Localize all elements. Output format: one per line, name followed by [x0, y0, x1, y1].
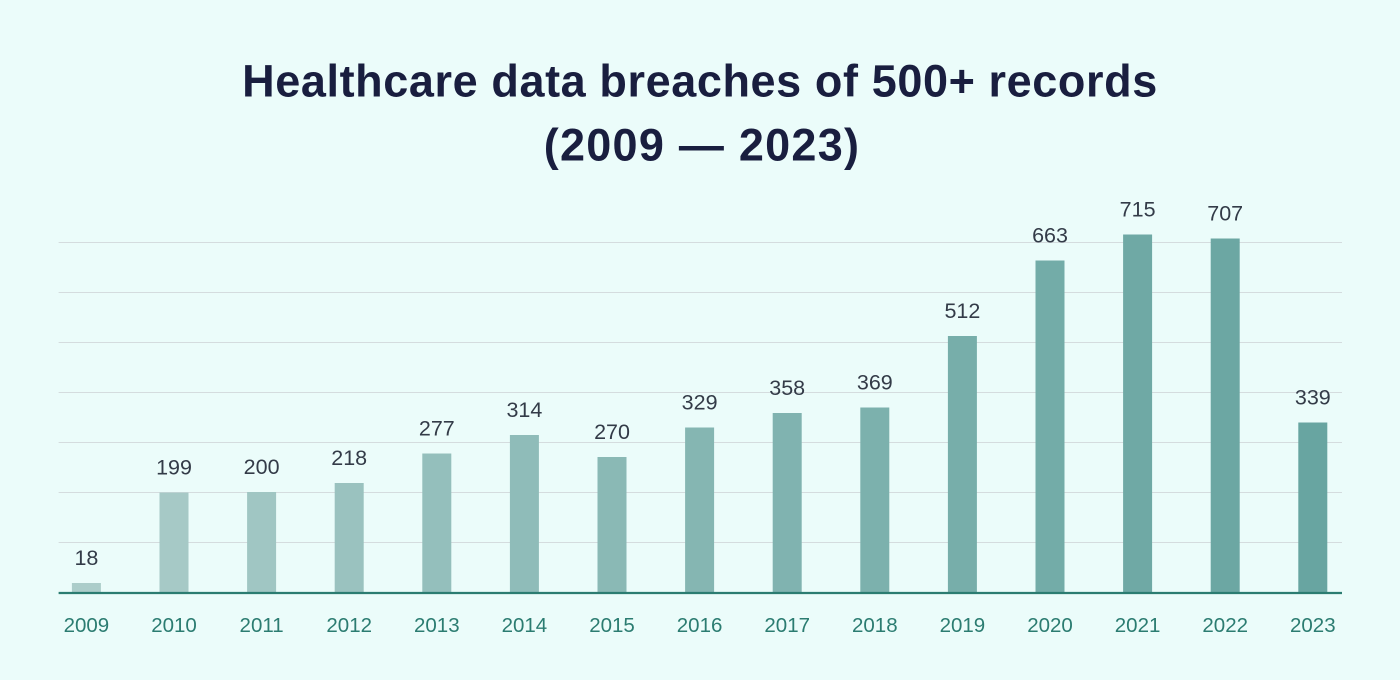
svg-text:2013: 2013 — [414, 614, 460, 637]
svg-text:(2009 — 2023): (2009 — 2023) — [544, 120, 860, 171]
svg-text:2012: 2012 — [326, 614, 372, 637]
svg-text:2009: 2009 — [64, 614, 110, 637]
svg-text:707: 707 — [1207, 202, 1243, 226]
svg-text:329: 329 — [682, 391, 718, 415]
svg-text:2010: 2010 — [151, 614, 197, 637]
svg-text:2021: 2021 — [1115, 614, 1161, 637]
svg-text:369: 369 — [857, 371, 893, 395]
svg-text:2019: 2019 — [940, 614, 986, 637]
svg-text:2014: 2014 — [502, 614, 548, 637]
svg-text:715: 715 — [1120, 198, 1156, 222]
svg-text:277: 277 — [419, 417, 455, 441]
svg-text:2020: 2020 — [1027, 614, 1073, 637]
svg-text:18: 18 — [74, 546, 98, 570]
svg-text:270: 270 — [594, 420, 630, 444]
svg-text:2015: 2015 — [589, 614, 635, 637]
svg-text:199: 199 — [156, 456, 192, 480]
svg-text:2017: 2017 — [764, 614, 810, 637]
svg-text:Healthcare data breaches of 50: Healthcare data breaches of 500+ records — [242, 56, 1158, 107]
svg-text:2023: 2023 — [1290, 614, 1336, 637]
svg-text:358: 358 — [769, 376, 805, 400]
svg-text:512: 512 — [944, 299, 980, 323]
svg-text:218: 218 — [331, 446, 367, 470]
svg-text:200: 200 — [244, 455, 280, 479]
svg-text:2011: 2011 — [240, 614, 284, 637]
svg-text:2022: 2022 — [1202, 614, 1248, 637]
svg-text:2018: 2018 — [852, 614, 898, 637]
svg-text:2016: 2016 — [677, 614, 723, 637]
svg-text:339: 339 — [1295, 386, 1331, 410]
svg-text:314: 314 — [506, 398, 542, 422]
svg-text:663: 663 — [1032, 224, 1068, 248]
